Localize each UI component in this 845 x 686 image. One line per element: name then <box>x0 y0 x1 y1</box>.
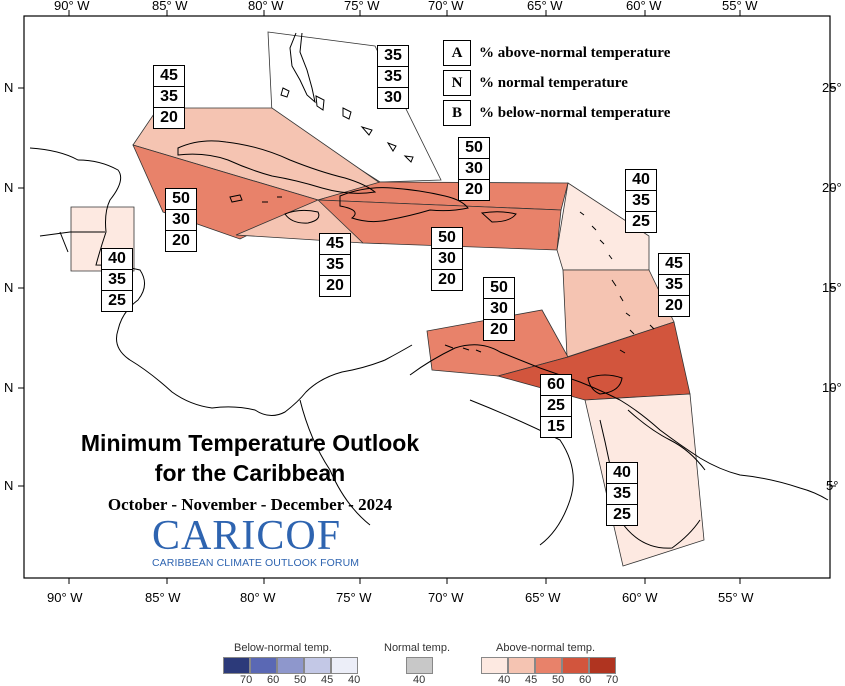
scale-tick-below: 50 <box>294 674 307 686</box>
scale-tick-above: 50 <box>552 674 565 686</box>
lat-label-right: 20° <box>822 180 842 195</box>
scale-label-above: Above-normal temp. <box>496 642 596 654</box>
key-letter: B <box>443 100 471 126</box>
key-letter: N <box>443 70 471 96</box>
prob-box-abc: 50 30 20 <box>483 277 515 341</box>
key-text: % below-normal temperature <box>479 104 671 121</box>
scale-tick-above: 70 <box>606 674 619 686</box>
lat-label-right: 25° <box>822 80 842 95</box>
lat-label-right: 15° <box>822 280 842 295</box>
scale-swatch-normal <box>406 657 433 674</box>
prob-box-guianas: 40 35 25 <box>606 462 638 526</box>
region-bahamas <box>267 31 442 183</box>
key-text: % normal temperature <box>479 74 628 91</box>
scale-tick-above: 45 <box>525 674 538 686</box>
lon-ticks <box>68 10 741 584</box>
scale-swatch-above <box>562 657 589 674</box>
lon-label-bottom: 60° W <box>622 590 658 605</box>
lat-label-left: N <box>4 380 14 395</box>
lon-label-top: 60° W <box>626 0 662 13</box>
scale-tick-above: 60 <box>579 674 592 686</box>
prob-box-windward: 45 35 20 <box>658 253 690 317</box>
lon-label-top: 85° W <box>152 0 188 13</box>
lat-label-left: N <box>4 478 14 493</box>
scale-tick-above: 40 <box>498 674 511 686</box>
caricof-logo: CARICOF <box>152 513 342 559</box>
key-row-above: A % above-normal temperature <box>443 40 670 66</box>
scale-swatch-below <box>304 657 331 674</box>
lat-label-right: 5° <box>826 478 839 493</box>
scale-swatch-below <box>277 657 304 674</box>
lon-label-top: 80° W <box>248 0 284 13</box>
prob-box-leeward: 40 35 25 <box>625 169 657 233</box>
lon-label-bottom: 75° W <box>336 590 372 605</box>
prob-box-jamaica: 45 35 20 <box>319 233 351 297</box>
scale-tick-below: 70 <box>240 674 253 686</box>
scale-tick-below: 60 <box>267 674 280 686</box>
lon-label-top: 70° W <box>428 0 464 13</box>
lat-label-right: 10° <box>822 380 842 395</box>
map-period: October - November - December - 2024 <box>107 495 393 514</box>
prob-box-hispaniola-south: 50 30 20 <box>431 227 463 291</box>
map-title-line2: for the Caribbean <box>154 460 346 486</box>
scale-swatch-below <box>331 657 358 674</box>
scale-swatch-above <box>508 657 535 674</box>
scale-tick-below: 45 <box>321 674 334 686</box>
key-text: % above-normal temperature <box>479 44 671 61</box>
lon-label-bottom: 65° W <box>525 590 561 605</box>
prob-box-bahamas: 35 35 30 <box>377 45 409 109</box>
lon-label-bottom: 80° W <box>240 590 276 605</box>
region-guianas <box>584 393 705 567</box>
scale-label-below: Below-normal temp. <box>234 642 332 654</box>
lon-label-bottom: 70° W <box>428 590 464 605</box>
scale-tick-normal: 40 <box>413 674 426 686</box>
prob-box-trinidad: 60 25 15 <box>540 374 572 438</box>
key-row-below: B % below-normal temperature <box>443 100 670 126</box>
lon-label-bottom: 85° W <box>145 590 181 605</box>
key-letter: A <box>443 40 471 66</box>
map-title-line1: Minimum Temperature Outlook <box>80 430 420 456</box>
lon-label-top: 75° W <box>344 0 380 13</box>
scale-swatch-above <box>535 657 562 674</box>
lon-label-bottom: 90° W <box>47 590 83 605</box>
lon-label-bottom: 55° W <box>718 590 754 605</box>
lon-label-top: 90° W <box>54 0 90 13</box>
lon-label-top: 55° W <box>722 0 758 13</box>
lon-label-top: 65° W <box>527 0 563 13</box>
key-row-normal: N % normal temperature <box>443 70 628 96</box>
map-frame <box>23 15 831 579</box>
scale-label-normal: Normal temp. <box>384 642 451 654</box>
scale-swatch-above <box>481 657 508 674</box>
lat-label-left: N <box>4 80 14 95</box>
lat-label-left: N <box>4 180 14 195</box>
lat-ticks <box>18 87 836 487</box>
scale-swatch-above <box>589 657 616 674</box>
prob-box-cuba: 45 35 20 <box>153 65 185 129</box>
prob-box-western-cuba: 50 30 20 <box>165 188 197 252</box>
scale-swatch-below <box>223 657 250 674</box>
prob-box-hispaniola-north: 50 30 20 <box>458 137 490 201</box>
lat-label-left: N <box>4 280 14 295</box>
prob-box-belize: 40 35 25 <box>101 248 133 312</box>
caricof-logo-subtitle: CARIBBEAN CLIMATE OUTLOOK FORUM <box>152 557 360 569</box>
scale-swatch-below <box>250 657 277 674</box>
scale-tick-below: 40 <box>348 674 361 686</box>
